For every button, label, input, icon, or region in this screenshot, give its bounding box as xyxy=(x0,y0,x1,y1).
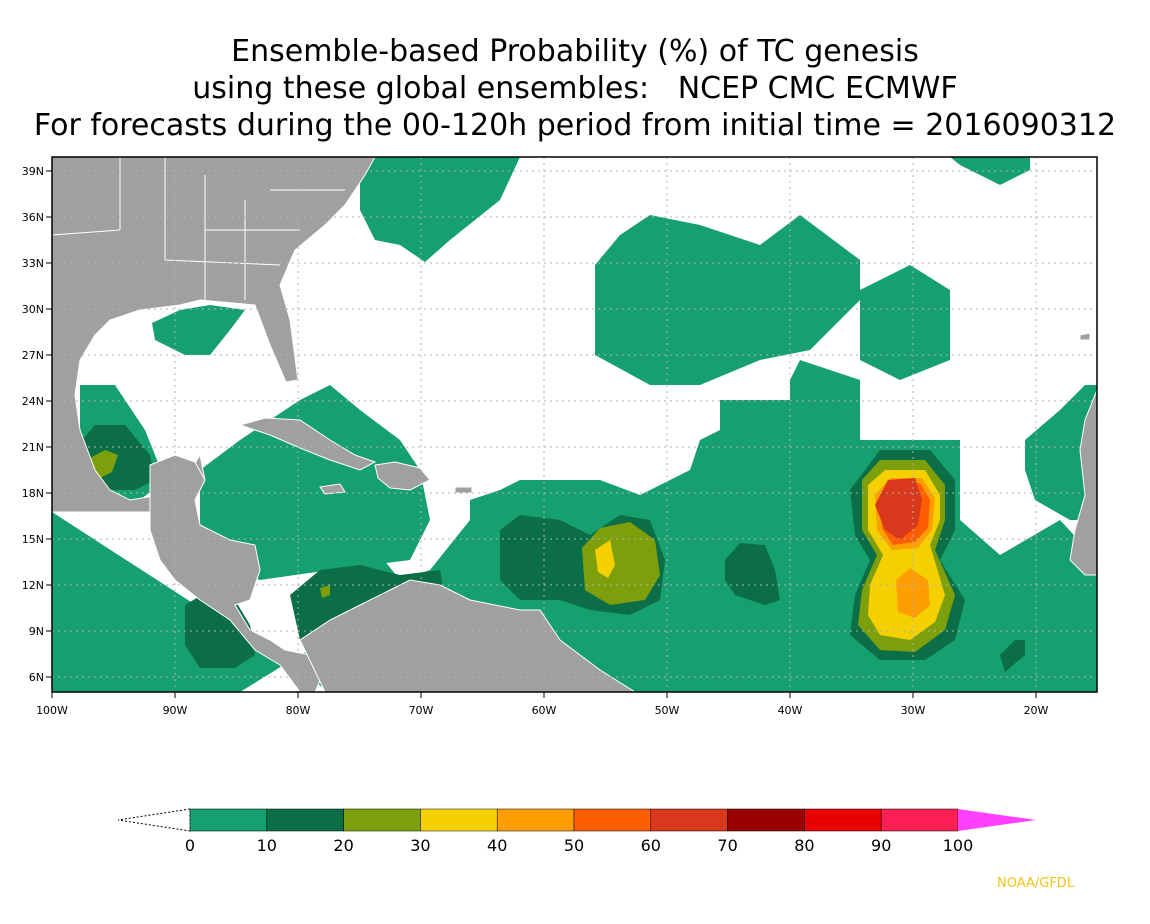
central-america-land xyxy=(149,454,326,692)
colorbar-label: 70 xyxy=(717,836,737,855)
lon-tick-label: 30W xyxy=(901,704,926,717)
lon-tick-label: 60W xyxy=(532,704,557,717)
lat-tick-label: 36N xyxy=(22,211,44,224)
map-gridlines xyxy=(52,157,1097,692)
lat-tick-label: 15N xyxy=(22,533,44,546)
north-america-land xyxy=(52,157,376,513)
cuba-land xyxy=(238,417,377,471)
lat-tick-label: 33N xyxy=(22,257,44,270)
lon-tick-label: 100W xyxy=(36,704,68,717)
colorbar-label: 30 xyxy=(410,836,430,855)
lat-tick-label: 18N xyxy=(22,487,44,500)
colorbar-label: 50 xyxy=(564,836,584,855)
lat-tick-label: 6N xyxy=(29,671,44,684)
title-line-2: using these global ensembles: NCEP CMC E… xyxy=(192,71,958,106)
colorbar: 0 10 20 30 40 50 60 70 80 90 100 xyxy=(117,808,1036,855)
colorbar-label: 0 xyxy=(185,836,195,855)
colorbar-box xyxy=(573,808,652,832)
colorbar-box xyxy=(650,808,728,832)
latitude-axis: 39N 36N 33N 30N 27N 24N 21N 18N 15N 12N 9N 6N xyxy=(22,165,52,684)
credit-text: NOAA/GFDL xyxy=(997,876,1075,891)
lon-tick-label: 20W xyxy=(1024,704,1049,717)
colorbar-label: 100 xyxy=(943,836,974,855)
lon-tick-label: 80W xyxy=(286,704,311,717)
lon-tick-label: 70W xyxy=(409,704,434,717)
lat-tick-label: 27N xyxy=(22,349,44,362)
colorbar-box xyxy=(496,808,575,832)
state-borders xyxy=(52,157,345,300)
colorbar-label: 10 xyxy=(257,836,277,855)
colorbar-under-triangle xyxy=(117,808,191,832)
lon-tick-label: 90W xyxy=(163,704,188,717)
colorbar-box xyxy=(343,808,421,832)
colorbar-label: 60 xyxy=(641,836,661,855)
island-small xyxy=(1079,332,1091,341)
lat-tick-label: 24N xyxy=(22,395,44,408)
jamaica-land xyxy=(319,483,346,495)
title-line-1: Ensemble-based Probability (%) of TC gen… xyxy=(231,34,919,69)
africa-land xyxy=(1069,389,1097,576)
puerto-rico-land xyxy=(454,486,473,494)
lat-tick-label: 21N xyxy=(22,441,44,454)
colorbar-box xyxy=(189,808,268,832)
colorbar-label: 40 xyxy=(487,836,507,855)
colorbar-label: 20 xyxy=(333,836,353,855)
hispaniola-land xyxy=(374,461,431,491)
south-america-land xyxy=(299,579,636,692)
probability-0-10-regions xyxy=(52,157,1097,692)
colorbar-box xyxy=(266,808,344,832)
colorbar-box xyxy=(880,808,959,832)
longitude-axis: 100W 90W 80W 70W 60W 50W 40W 30W 20W xyxy=(36,692,1049,717)
colorbar-label: 90 xyxy=(871,836,891,855)
lat-tick-label: 12N xyxy=(22,579,44,592)
colorbar-over-triangle xyxy=(958,809,1036,831)
lat-tick-label: 30N xyxy=(22,303,44,316)
lon-tick-label: 50W xyxy=(655,704,680,717)
lon-tick-label: 40W xyxy=(778,704,803,717)
colorbar-box xyxy=(727,808,805,832)
land-masses xyxy=(52,157,1097,692)
colorbar-label: 80 xyxy=(794,836,814,855)
lat-tick-label: 9N xyxy=(29,625,44,638)
map-frame xyxy=(51,156,1098,693)
lat-tick-label: 39N xyxy=(22,165,44,178)
colorbar-box xyxy=(804,808,882,832)
colorbar-box xyxy=(420,808,498,832)
title-line-3: For forecasts during the 00-120h period … xyxy=(33,108,1117,143)
